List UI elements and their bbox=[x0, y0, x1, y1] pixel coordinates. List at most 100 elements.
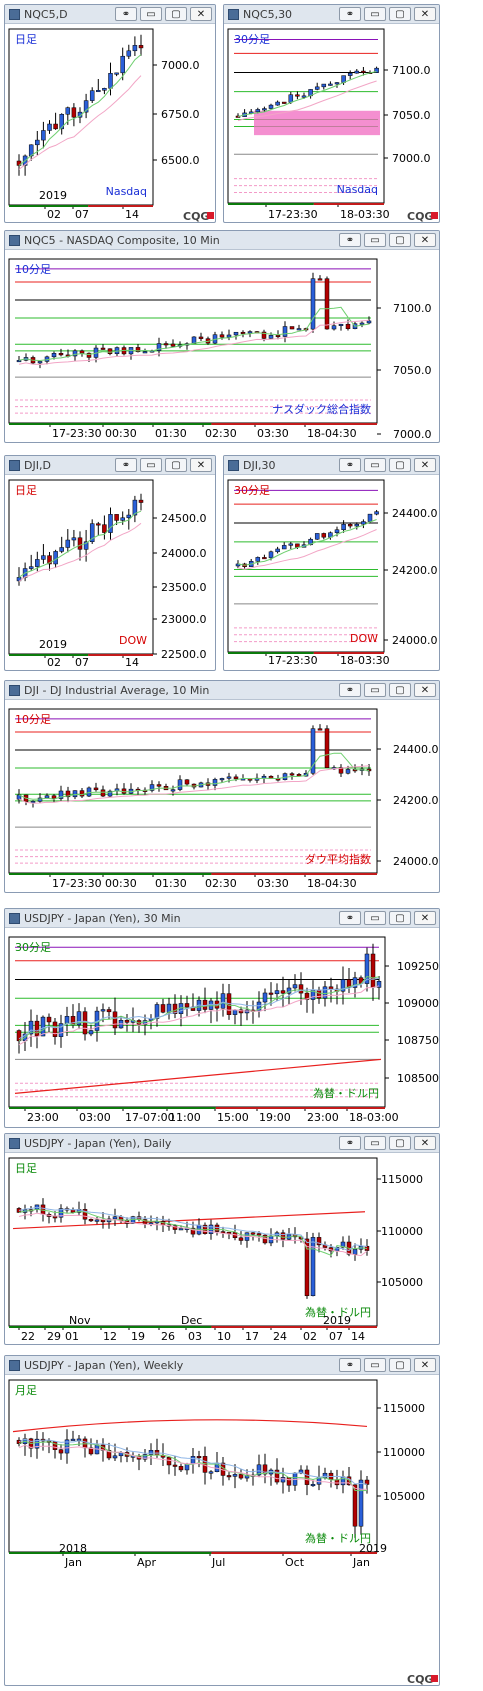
link-icon[interactable]: ⚭ bbox=[339, 1358, 361, 1372]
candle-body bbox=[177, 779, 183, 790]
minimize-button[interactable]: ▭ bbox=[364, 1358, 386, 1372]
candle-body bbox=[126, 514, 132, 519]
candle-body bbox=[170, 343, 176, 347]
candle bbox=[289, 326, 295, 330]
maximize-button[interactable]: ▢ bbox=[389, 1358, 411, 1372]
close-button[interactable]: ✕ bbox=[190, 7, 212, 21]
minimize-button[interactable]: ▭ bbox=[364, 911, 386, 925]
candle bbox=[28, 1009, 34, 1047]
maximize-button[interactable]: ▢ bbox=[165, 7, 187, 21]
candle bbox=[262, 1453, 268, 1484]
candle-body bbox=[172, 1464, 178, 1467]
candle-body bbox=[93, 787, 99, 791]
maximize-button[interactable]: ▢ bbox=[389, 911, 411, 925]
candle-body bbox=[288, 94, 294, 103]
window-titlebar[interactable]: NQC5,D ⚭ ▭ ▢ ✕ bbox=[5, 5, 215, 24]
window-titlebar[interactable]: DJI,30 ⚭ ▭ ▢ ✕ bbox=[224, 456, 439, 475]
timeframe-label: 日足 bbox=[15, 33, 37, 46]
link-icon[interactable]: ⚭ bbox=[339, 1136, 361, 1150]
window-titlebar[interactable]: USDJPY - Japan (Yen), Daily ⚭ ▭ ▢ ✕ bbox=[5, 1134, 439, 1153]
candle bbox=[295, 91, 300, 100]
maximize-button[interactable]: ▢ bbox=[389, 683, 411, 697]
candle-body bbox=[64, 1439, 70, 1454]
chart-area: 日足 DOW 24500.0 24000.0 23500.0 23000.0 22500.0… bbox=[8, 479, 207, 669]
x-tick-label: Apr bbox=[137, 1556, 157, 1569]
candle bbox=[71, 529, 77, 547]
time-band bbox=[211, 1552, 377, 1554]
minimize-button[interactable]: ▭ bbox=[364, 683, 386, 697]
maximize-button[interactable]: ▢ bbox=[389, 458, 411, 472]
link-icon[interactable]: ⚭ bbox=[115, 458, 137, 472]
candle bbox=[160, 998, 166, 1014]
candle bbox=[77, 531, 83, 561]
minimize-button[interactable]: ▭ bbox=[364, 233, 386, 247]
candle bbox=[314, 533, 320, 540]
candle-body bbox=[88, 1447, 94, 1455]
x-tick-label: 14 bbox=[125, 656, 139, 669]
link-icon[interactable]: ⚭ bbox=[339, 7, 361, 21]
link-icon[interactable]: ⚭ bbox=[339, 233, 361, 247]
candle bbox=[282, 772, 288, 781]
candle-body bbox=[132, 45, 138, 52]
close-button[interactable]: ✕ bbox=[414, 233, 436, 247]
maximize-button[interactable]: ▢ bbox=[165, 458, 187, 472]
window-titlebar[interactable]: DJI - DJ Industrial Average, 10 Min ⚭ ▭ … bbox=[5, 681, 439, 700]
candle-body bbox=[317, 278, 323, 281]
candle-body bbox=[298, 984, 304, 994]
window-titlebar[interactable]: USDJPY - Japan (Yen), Weekly ⚭ ▭ ▢ ✕ bbox=[5, 1356, 439, 1375]
candle-body bbox=[374, 511, 379, 515]
close-button[interactable]: ✕ bbox=[414, 458, 436, 472]
close-button[interactable]: ✕ bbox=[414, 7, 436, 21]
maximize-button[interactable]: ▢ bbox=[389, 7, 411, 21]
maximize-button[interactable]: ▢ bbox=[389, 233, 411, 247]
window-titlebar[interactable]: USDJPY - Japan (Yen), 30 Min ⚭ ▭ ▢ ✕ bbox=[5, 909, 439, 928]
candle bbox=[58, 785, 64, 802]
x-tick-label: 11:00 bbox=[169, 1111, 201, 1124]
candle-body bbox=[86, 352, 92, 358]
window-titlebar[interactable]: DJI,D ⚭ ▭ ▢ ✕ bbox=[5, 456, 215, 475]
y-tick-label: 110000 bbox=[381, 1225, 423, 1238]
candle-body bbox=[52, 1441, 58, 1450]
minimize-button[interactable]: ▭ bbox=[364, 1136, 386, 1150]
link-icon[interactable]: ⚭ bbox=[339, 911, 361, 925]
candle-body bbox=[170, 789, 176, 792]
candle bbox=[40, 1015, 46, 1037]
candle-body bbox=[334, 529, 340, 533]
candle bbox=[346, 968, 352, 994]
window-titlebar[interactable]: NQC5,30 ⚭ ▭ ▢ ✕ bbox=[224, 5, 439, 24]
close-button[interactable]: ✕ bbox=[414, 911, 436, 925]
maximize-button[interactable]: ▢ bbox=[389, 1136, 411, 1150]
close-button[interactable]: ✕ bbox=[190, 458, 212, 472]
candle bbox=[220, 983, 226, 1017]
candle-body bbox=[156, 784, 162, 787]
candle-body bbox=[184, 779, 190, 785]
link-icon[interactable]: ⚭ bbox=[339, 683, 361, 697]
candle-body bbox=[198, 336, 204, 339]
candle bbox=[124, 1013, 130, 1032]
time-band bbox=[88, 205, 153, 207]
candle bbox=[280, 1229, 286, 1248]
minimize-button[interactable]: ▭ bbox=[140, 458, 162, 472]
window-titlebar[interactable]: NQC5 - NASDAQ Composite, 10 Min ⚭ ▭ ▢ ✕ bbox=[5, 231, 439, 250]
minimize-button[interactable]: ▭ bbox=[364, 7, 386, 21]
ma-short-line bbox=[18, 752, 370, 800]
link-icon[interactable]: ⚭ bbox=[339, 458, 361, 472]
candle-body bbox=[352, 1249, 358, 1255]
close-button[interactable]: ✕ bbox=[414, 683, 436, 697]
minimize-button[interactable]: ▭ bbox=[364, 458, 386, 472]
candle-body bbox=[34, 1020, 40, 1037]
candle-body bbox=[108, 514, 113, 533]
candle-body bbox=[100, 789, 106, 797]
x-tick-label: 03:30 bbox=[257, 427, 289, 440]
minimize-button[interactable]: ▭ bbox=[140, 7, 162, 21]
close-button[interactable]: ✕ bbox=[414, 1136, 436, 1150]
y-tick-label: 24200.0 bbox=[392, 564, 438, 577]
candle-body bbox=[178, 1466, 184, 1471]
link-icon[interactable]: ⚭ bbox=[115, 7, 137, 21]
ma-short-line bbox=[237, 519, 377, 566]
close-button[interactable]: ✕ bbox=[414, 1358, 436, 1372]
candle bbox=[106, 1006, 112, 1020]
candle bbox=[16, 355, 22, 363]
candle-body bbox=[226, 776, 232, 779]
candle-body bbox=[148, 1450, 154, 1455]
